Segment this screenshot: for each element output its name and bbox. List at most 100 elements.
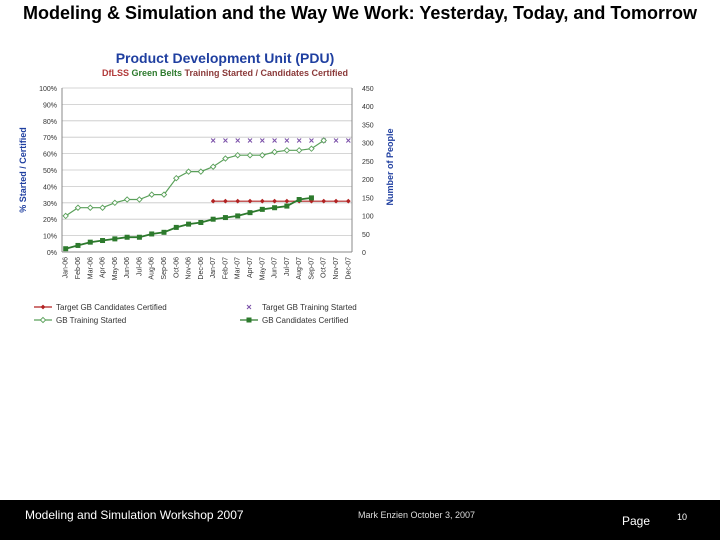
x-tick-label: Oct-06 [173, 257, 180, 278]
data-point [222, 215, 228, 221]
y-tick-right: 250 [362, 159, 374, 166]
data-point [295, 147, 303, 154]
y-tick-left: 80% [43, 119, 57, 126]
data-point [235, 138, 241, 143]
y-tick-right: 0 [362, 250, 366, 257]
x-tick-label: May-06 [112, 257, 119, 280]
data-point [234, 152, 241, 159]
data-point [247, 198, 253, 204]
data-point [271, 148, 278, 156]
data-point [186, 221, 192, 227]
data-point [160, 191, 168, 198]
x-tick-label: Aug-06 [149, 257, 156, 280]
x-tick-label: May-07 [259, 257, 266, 280]
x-tick-label: Apr-07 [247, 257, 254, 278]
data-point [148, 191, 155, 198]
y-tick-left: 30% [43, 201, 57, 208]
data-point [296, 138, 302, 143]
data-point [272, 198, 277, 204]
data-point [74, 204, 82, 211]
y-tick-left: 60% [43, 152, 57, 159]
data-point [284, 138, 290, 143]
y-axis-right-label: Number of People [385, 128, 395, 205]
subtitle-part-rest: Training Started / Candidates Certified [184, 68, 349, 78]
data-point [185, 168, 192, 175]
data-point [39, 316, 47, 324]
data-point [63, 246, 69, 252]
data-point [123, 196, 131, 203]
x-tick-label: Jul-06 [136, 257, 143, 276]
legend-label: Target GB Candidates Certified [56, 303, 167, 312]
data-point [209, 163, 217, 170]
data-point [136, 196, 143, 203]
y-tick-right: 400 [362, 104, 374, 111]
data-point [259, 152, 266, 159]
data-point [246, 317, 252, 323]
data-point [246, 304, 252, 310]
y-tick-left: 100% [39, 86, 57, 93]
footer-workshop: Modeling and Simulation Workshop 2007 [25, 508, 244, 522]
x-tick-label: Dec-06 [198, 257, 205, 280]
data-point [272, 205, 278, 211]
y-tick-right: 150 [362, 195, 374, 202]
data-point [136, 234, 142, 240]
data-point [308, 195, 314, 201]
page-label: Page [622, 514, 651, 528]
data-point [40, 304, 46, 310]
data-point [99, 204, 106, 211]
y-tick-right: 100 [362, 214, 374, 221]
data-point [210, 198, 216, 204]
data-point [309, 198, 314, 204]
y-tick-right: 200 [362, 177, 374, 184]
data-point [235, 198, 241, 204]
subtitle-part-green-belts: Green Belts [131, 68, 185, 78]
footer-bar: Modeling and Simulation Workshop 2007 Ma… [0, 500, 720, 540]
x-tick-label: Mar-07 [235, 257, 242, 279]
data-point [112, 236, 118, 242]
y-tick-left: 40% [43, 184, 57, 191]
series-line-2 [65, 140, 325, 217]
x-tick-label: Jun-06 [124, 257, 131, 279]
y-tick-left: 90% [43, 102, 57, 109]
y-tick-left: 20% [43, 217, 57, 224]
data-point [210, 138, 216, 143]
y-tick-left: 50% [43, 168, 57, 175]
x-tick-label: Aug-07 [296, 257, 303, 280]
x-tick-label: Feb-06 [75, 257, 82, 279]
data-point [197, 168, 205, 175]
y-tick-right: 350 [362, 122, 374, 129]
data-point [333, 138, 339, 143]
data-point [283, 147, 291, 154]
data-point [296, 197, 302, 203]
data-point [223, 198, 228, 204]
data-point [247, 210, 253, 216]
data-point [173, 174, 180, 182]
data-point [198, 219, 204, 225]
data-point [235, 213, 241, 219]
data-point [161, 229, 167, 235]
x-tick-label: Apr-06 [100, 257, 107, 278]
data-point [320, 137, 327, 144]
data-point [87, 239, 93, 245]
legend-label: Target GB Training Started [262, 303, 357, 312]
data-point [284, 198, 290, 204]
chart-title: Product Development Unit (PDU) [115, 50, 335, 66]
data-point [345, 138, 351, 143]
x-tick-label: Feb-07 [222, 257, 229, 279]
data-point [62, 212, 69, 220]
data-point [111, 199, 119, 207]
x-tick-label: Jun-07 [272, 257, 279, 279]
slide-title: Modeling & Simulation and the Way We Wor… [22, 3, 698, 23]
data-point [246, 152, 254, 159]
data-point [272, 138, 277, 143]
y-tick-left: 0% [47, 250, 57, 257]
data-point [173, 224, 179, 230]
data-point [309, 138, 314, 143]
x-tick-label: Dec-07 [345, 257, 352, 280]
x-tick-label: Sep-06 [161, 257, 168, 280]
x-tick-label: Jan-07 [210, 257, 217, 279]
data-point [284, 203, 290, 209]
data-point [259, 198, 265, 204]
data-point [149, 231, 155, 237]
x-tick-label: Sep-07 [308, 257, 315, 280]
